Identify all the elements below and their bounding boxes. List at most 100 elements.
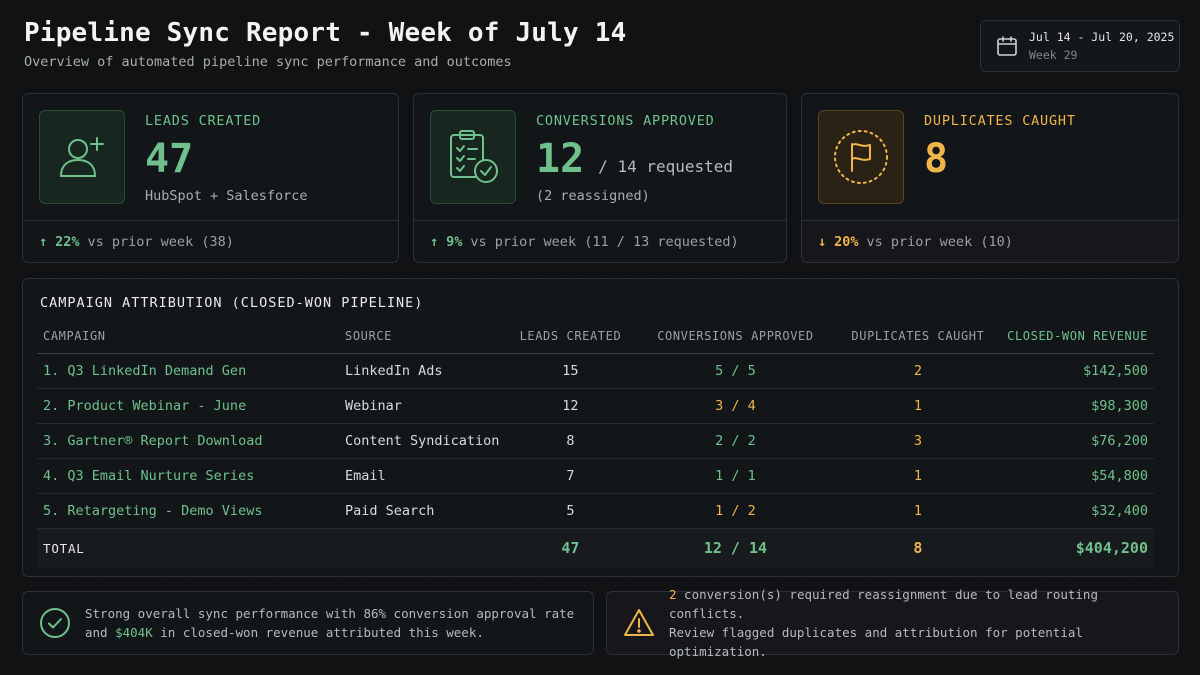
kpi-value-requested: / 14 requested [598,157,734,176]
campaign-attribution-panel: CAMPAIGN ATTRIBUTION (CLOSED-WON PIPELIN… [22,278,1179,577]
cell-conversions: 2 / 2 [635,423,836,459]
date-range-text: Jul 14 - Jul 20, 2025 [1029,30,1175,44]
cell-campaign[interactable]: 3. Gartner® Report Download [37,423,339,459]
kpi-change-footer: ↓ 20% vs prior week (10) [802,220,1178,262]
kpi-card-leads-created: LEADS CREATED 47 HubSpot + Salesforce ↑ … [22,93,399,263]
week-label: Week 29 [1029,48,1078,62]
cell-source: Webinar [339,388,506,424]
kpi-subtext: HubSpot + Salesforce [145,188,308,204]
kpi-change-footer: ↑ 9% vs prior week (11 / 13 requested) [414,220,786,262]
check-circle-icon [40,608,70,638]
total-source-empty [339,528,506,568]
kpi-change-percent: 9% [446,233,463,250]
success-note-text: Strong overall sync performance with 86%… [85,604,574,642]
cell-source: Email [339,458,506,494]
kpi-icon-box [39,110,125,204]
kpi-label: LEADS CREATED [145,113,262,129]
clipboard-check-icon [450,130,498,183]
kpi-change-percent: 22% [55,233,80,250]
date-range-selector[interactable]: Jul 14 - Jul 20, 2025 Week 29 [980,20,1180,72]
cell-leads: 5 [505,493,636,529]
cell-conversions: 3 / 4 [635,388,836,424]
total-leads: 47 [505,528,636,568]
kpi-change-footer: ↑ 22% vs prior week (38) [23,220,398,262]
total-revenue: $404,200 [1000,528,1154,568]
cell-campaign[interactable]: 4. Q3 Email Nurture Series [37,458,339,494]
cell-duplicates: 1 [835,388,1001,424]
kpi-card-duplicates-caught: DUPLICATES CAUGHT 8 ↓ 20% vs prior week … [801,93,1179,263]
revenue-highlight: $404K [115,625,153,640]
column-header-duplicates-caught[interactable]: DUPLICATES CAUGHT [835,319,1001,354]
warning-note: 2 conversion(s) required reassignment du… [606,587,1179,659]
warning-note-line1: 2 conversion(s) required reassignment du… [669,585,1178,623]
arrow-up-icon: ↑ [430,233,439,250]
cell-duplicates: 1 [835,493,1001,529]
kpi-change-percent: 20% [834,233,859,250]
arrow-down-icon: ↓ [818,233,827,250]
success-summary-note: Strong overall sync performance with 86%… [22,591,594,655]
kpi-icon-box [430,110,516,204]
cell-source: Paid Search [339,493,506,529]
table-row[interactable]: 1. Q3 LinkedIn Demand Gen LinkedIn Ads 1… [37,353,1154,389]
column-header-campaign[interactable]: CAMPAIGN [37,319,339,354]
column-header-closed-won-revenue[interactable]: CLOSED-WON REVENUE [1000,319,1154,354]
kpi-change-text: vs prior week (10) [866,233,1013,250]
column-header-conversions-approved[interactable]: CONVERSIONS APPROVED [635,319,836,354]
cell-duplicates: 2 [835,353,1001,389]
warning-note-line1-text: conversion(s) required reassignment due … [669,587,1098,621]
calendar-icon [997,36,1017,56]
cell-revenue: $142,500 [1000,353,1154,389]
cell-campaign[interactable]: 2. Product Webinar - June [37,388,339,424]
kpi-icon-box [818,110,904,204]
kpi-value-number: 12 [536,136,585,182]
kpi-value: 8 [924,136,948,182]
total-label: TOTAL [37,528,339,568]
reassignment-count: 2 [669,587,677,602]
success-note-line2: and $404K in closed-won revenue attribut… [85,623,574,642]
kpi-value-number: 8 [924,136,949,182]
cell-duplicates: 3 [835,423,1001,459]
kpi-label: DUPLICATES CAUGHT [924,113,1076,129]
panel-title: CAMPAIGN ATTRIBUTION (CLOSED-WON PIPELIN… [40,295,424,311]
table-header-row: CAMPAIGN SOURCE LEADS CREATED CONVERSION… [37,319,1154,354]
arrow-up-icon: ↑ [39,233,48,250]
report-header: Pipeline Sync Report - Week of July 14 O… [24,18,626,70]
total-conversions: 12 / 14 [635,528,836,568]
cell-campaign[interactable]: 5. Retargeting - Demo Views [37,493,339,529]
cell-revenue: $76,200 [1000,423,1154,459]
success-note-line1: Strong overall sync performance with 86%… [85,606,575,621]
cell-source: LinkedIn Ads [339,353,506,389]
user-plus-icon [59,137,104,177]
table-row[interactable]: 4. Q3 Email Nurture Series Email 7 1 / 1… [37,458,1154,494]
cell-campaign[interactable]: 1. Q3 LinkedIn Demand Gen [37,353,339,389]
cell-duplicates: 1 [835,458,1001,494]
campaign-attribution-table: CAMPAIGN SOURCE LEADS CREATED CONVERSION… [37,319,1154,568]
table-row[interactable]: 5. Retargeting - Demo Views Paid Search … [37,493,1154,529]
column-header-leads-created[interactable]: LEADS CREATED [505,319,636,354]
page-subtitle: Overview of automated pipeline sync perf… [24,54,512,70]
warning-note-text: 2 conversion(s) required reassignment du… [669,585,1178,661]
warning-triangle-icon [624,609,654,636]
cell-leads: 12 [505,388,636,424]
table-row[interactable]: 2. Product Webinar - June Webinar 12 3 /… [37,388,1154,424]
cell-conversions: 5 / 5 [635,353,836,389]
table-row[interactable]: 3. Gartner® Report Download Content Synd… [37,423,1154,459]
kpi-card-conversions-approved: CONVERSIONS APPROVED 12 / 14 requested (… [413,93,787,263]
warning-note-line2: Review flagged duplicates and attributio… [669,625,1083,659]
page-title: Pipeline Sync Report - Week of July 14 [24,18,627,48]
kpi-value: 12 / 14 requested [536,136,733,182]
cell-conversions: 1 / 2 [635,493,836,529]
kpi-subtext: (2 reassigned) [536,188,650,204]
cell-source: Content Syndication [339,423,506,459]
cell-leads: 15 [505,353,636,389]
cell-revenue: $98,300 [1000,388,1154,424]
success-note-pre: and [85,625,116,640]
kpi-change-text: vs prior week (11 / 13 requested) [470,233,739,250]
column-header-source[interactable]: SOURCE [339,319,506,354]
cell-conversions: 1 / 1 [635,458,836,494]
flag-icon [834,130,888,184]
kpi-value-number: 47 [145,136,194,182]
kpi-label: CONVERSIONS APPROVED [536,113,715,129]
cell-revenue: $54,800 [1000,458,1154,494]
kpi-value: 47 [145,136,193,182]
